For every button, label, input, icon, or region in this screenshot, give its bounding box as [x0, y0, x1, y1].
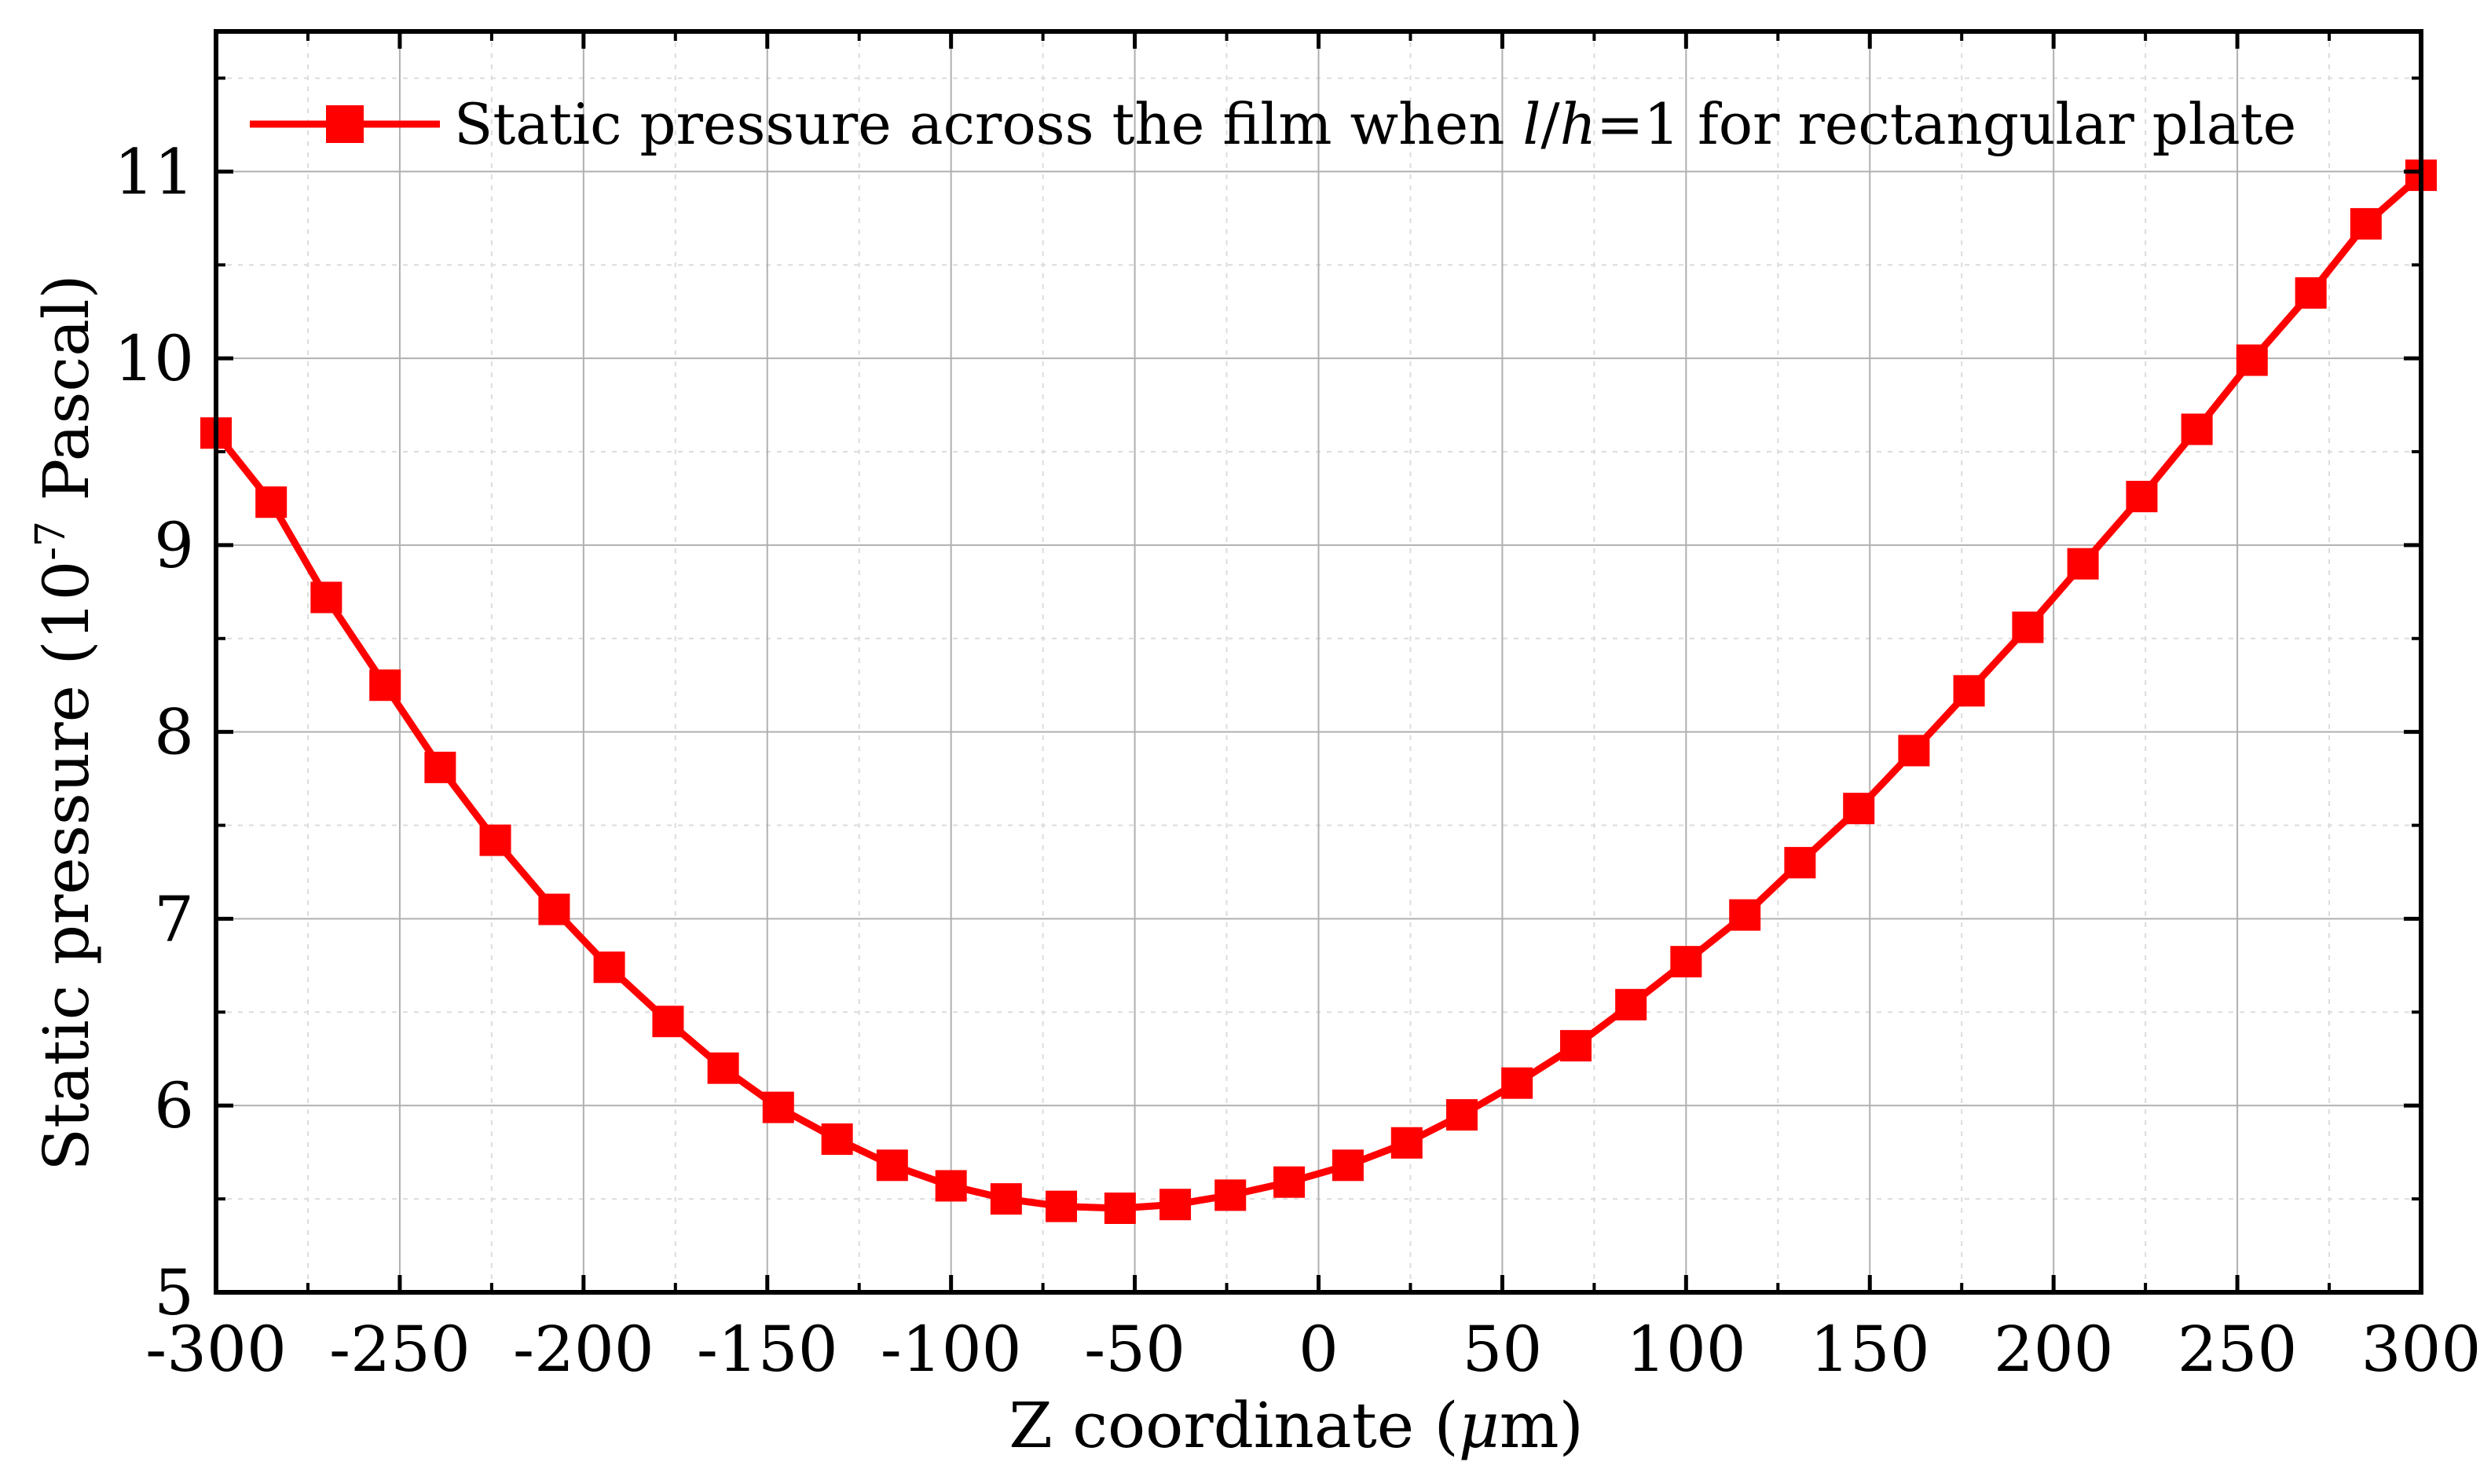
x-axis-title: Z coordinate (μm): [1009, 1389, 1584, 1462]
data-point-marker: [2126, 481, 2158, 513]
data-point-marker: [652, 1006, 684, 1038]
x-tick-label: -150: [697, 1313, 838, 1386]
data-point-marker: [1898, 735, 1930, 767]
data-point-marker: [255, 486, 288, 518]
legend-label: Static pressure across the film when l/h…: [454, 91, 2296, 157]
y-tick-label: 9: [154, 509, 194, 582]
data-point-marker: [1670, 946, 1702, 978]
data-point-marker: [1501, 1067, 1533, 1099]
x-tick-label: 50: [1463, 1313, 1543, 1386]
data-point-marker: [1332, 1149, 1364, 1182]
data-point-marker: [538, 893, 570, 925]
x-tick-label: 150: [1810, 1313, 1930, 1386]
data-point-marker: [369, 669, 401, 702]
data-point-marker: [876, 1149, 908, 1182]
x-tick-label: 200: [1994, 1313, 2114, 1386]
data-point-marker: [1273, 1166, 1306, 1198]
series-markers: [200, 159, 2437, 1224]
data-point-marker: [310, 581, 343, 614]
x-tick-label: 250: [2178, 1313, 2298, 1386]
data-point-marker: [2012, 611, 2044, 643]
legend-marker-swatch: [326, 105, 364, 143]
data-point-marker: [1214, 1179, 1247, 1211]
data-point-marker: [1159, 1189, 1192, 1221]
y-tick-label: 5: [154, 1256, 194, 1329]
data-point-marker: [2236, 344, 2268, 376]
data-point-marker: [1046, 1190, 1078, 1222]
data-point-marker: [424, 751, 456, 783]
data-point-marker: [1784, 847, 1816, 879]
x-tick-label: 300: [2361, 1313, 2482, 1386]
y-axis-title: Static pressure (10-7 Pascal): [27, 274, 103, 1171]
data-point-marker: [1104, 1193, 1136, 1224]
data-point-marker: [821, 1123, 853, 1156]
data-point-marker: [1390, 1127, 1423, 1159]
data-point-marker: [935, 1170, 967, 1202]
data-point-marker: [762, 1091, 794, 1123]
x-tick-label: -300: [145, 1313, 287, 1386]
x-tick-label: -250: [329, 1313, 471, 1386]
data-point-marker: [1843, 793, 1875, 825]
data-point-marker: [593, 951, 625, 984]
data-point-marker: [1953, 675, 1985, 707]
data-point-marker: [2067, 548, 2099, 580]
data-point-marker: [2181, 413, 2213, 445]
data-point-marker: [479, 824, 511, 856]
axis-ticks: [214, 31, 2423, 1295]
y-tick-label: 6: [154, 1069, 194, 1142]
data-point-marker: [1559, 1030, 1592, 1062]
x-tick-label: -50: [1084, 1313, 1185, 1386]
data-point-marker: [2295, 277, 2327, 309]
data-point-marker: [1729, 899, 1761, 931]
series-line: [213, 172, 2423, 1212]
x-tick-label: 0: [1299, 1313, 1339, 1386]
data-point-marker: [2350, 207, 2382, 240]
data-point-marker: [1615, 988, 1647, 1020]
data-point-marker: [707, 1052, 739, 1084]
y-tick-label: 7: [154, 882, 194, 955]
series-static-pressure: [200, 159, 2437, 1224]
data-point-marker: [990, 1183, 1022, 1215]
major-gridlines: [216, 31, 2421, 1292]
data-point-marker: [1445, 1099, 1478, 1131]
x-tick-label: 100: [1626, 1313, 1746, 1386]
legend: Static pressure across the film when l/h…: [250, 91, 2296, 157]
x-tick-label: -100: [881, 1313, 1022, 1386]
x-tick-label: -200: [513, 1313, 654, 1386]
y-axis-tick-labels: 5 6 7 8 9 10 11: [114, 135, 194, 1329]
y-tick-label: 8: [154, 696, 194, 769]
y-tick-label: 11: [114, 135, 194, 208]
x-axis-tick-labels: -300 -250 -200 -150 -100 -50 0 50 100 150 200 250 30…: [145, 1313, 2481, 1386]
y-tick-label: 10: [114, 322, 194, 395]
